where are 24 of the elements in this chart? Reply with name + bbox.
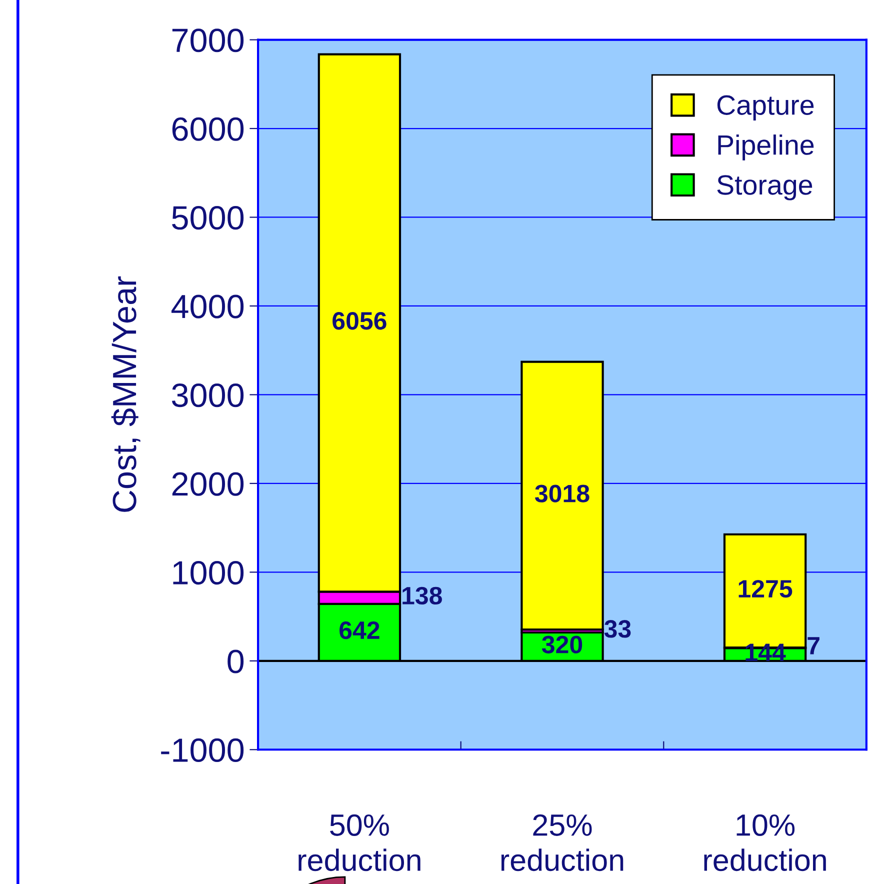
x-tick-label: 10% reduction xyxy=(704,814,826,872)
data-label: 138 xyxy=(402,586,442,605)
legend-label: Capture xyxy=(717,95,814,120)
y-tick-label: 4000 xyxy=(171,294,244,318)
y-tick-label: 0 xyxy=(228,650,244,674)
legend-label: Storage xyxy=(717,175,812,200)
y-tick-label: 2000 xyxy=(172,472,244,496)
y-tick-label: 5000 xyxy=(172,206,244,230)
legend-label: Pipeline xyxy=(718,134,814,160)
y-axis-title: Cost, $MM/Year xyxy=(111,276,140,512)
y-tick-label: 3000 xyxy=(172,384,244,408)
data-label: 3018 xyxy=(535,484,590,502)
y-tick-label: 7000 xyxy=(172,28,244,52)
data-label: 1275 xyxy=(738,580,792,598)
data-label: 33 xyxy=(604,620,631,638)
data-label: 642 xyxy=(340,621,380,640)
y-tick-label: 6000 xyxy=(172,117,244,141)
x-tick-label: 25% reduction xyxy=(501,814,624,872)
data-label: 6056 xyxy=(332,312,386,330)
y-tick-label: 1000 xyxy=(173,560,244,585)
y-tick-label: -1000 xyxy=(161,738,244,762)
data-label: 320 xyxy=(542,636,582,654)
data-label: 7 xyxy=(808,637,820,654)
x-tick-label: 50% reduction xyxy=(298,814,420,872)
